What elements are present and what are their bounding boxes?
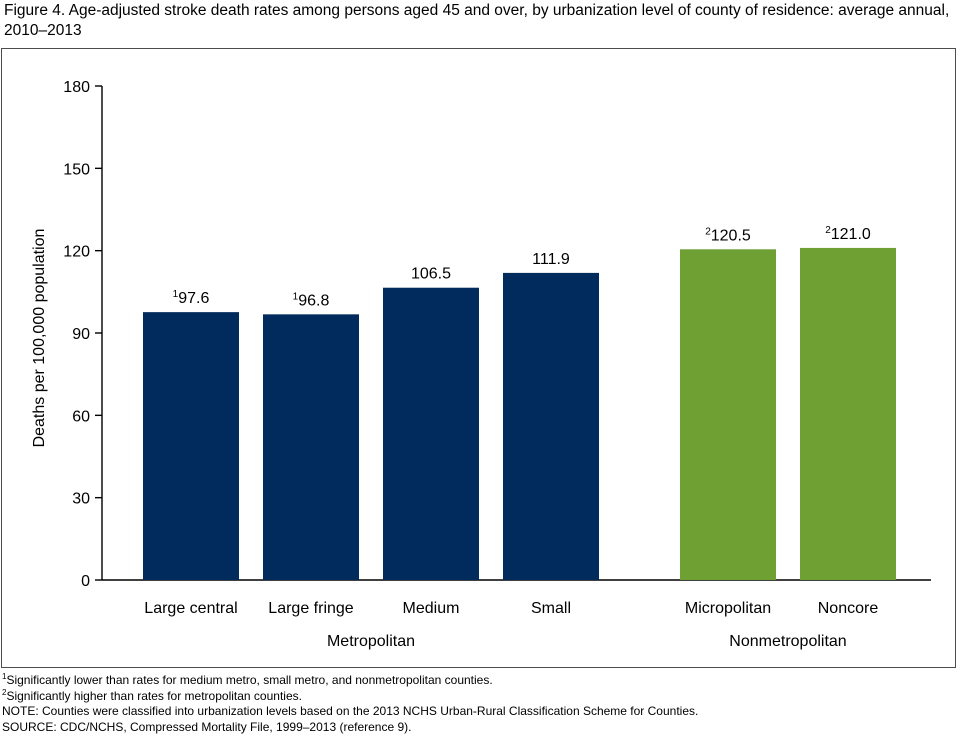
value-label: 111.9	[532, 251, 570, 268]
value-label: 197.6	[173, 289, 210, 307]
figure-title: Figure 4. Age-adjusted stroke death rate…	[4, 2, 950, 39]
bar-large-fringe	[263, 314, 359, 580]
value-label: 196.8	[293, 291, 330, 309]
category-label: Noncore	[818, 600, 879, 617]
bar-large-central	[143, 312, 239, 580]
footnote-mark: 1	[2, 672, 7, 681]
category-label: Medium	[403, 600, 460, 617]
y-tick-label: 90	[72, 326, 90, 343]
bar-medium	[383, 287, 479, 580]
bar-noncore	[800, 247, 896, 580]
y-tick-label: 30	[72, 491, 90, 508]
group-label-nonmetropolitan: Nonmetropolitan	[729, 633, 846, 650]
bar-small	[503, 272, 599, 580]
footnotes: 1Significantly lower than rates for medi…	[2, 673, 957, 735]
bar-micropolitan	[680, 249, 776, 581]
chart-frame: 0 30 60 90 120 150 180 Deaths per 100,000 popul…	[1, 48, 956, 668]
y-axis-title: Deaths per 100,000 population	[31, 229, 48, 448]
y-tick-label: 120	[63, 244, 90, 261]
y-tick-label: 150	[63, 161, 90, 178]
footnote-text: NOTE: Counties were classified into urba…	[2, 704, 699, 718]
category-label: Large central	[144, 600, 237, 617]
category-label: Micropolitan	[685, 600, 771, 617]
footnote-line: NOTE: Counties were classified into urba…	[2, 704, 957, 720]
footnote-line: 1Significantly lower than rates for medi…	[2, 673, 957, 689]
value-label: 2120.5	[705, 226, 751, 244]
category-label: Small	[531, 600, 571, 617]
group-label-metropolitan: Metropolitan	[327, 633, 415, 650]
value-label: 2121.0	[825, 225, 871, 243]
footnote-text: SOURCE: CDC/NCHS, Compressed Mortality F…	[2, 719, 412, 734]
y-tick-label: 180	[63, 79, 90, 96]
y-tick-label: 0	[81, 573, 90, 590]
footnote-text: Significantly higher than rates for metr…	[6, 688, 302, 703]
footnote-line: SOURCE: CDC/NCHS, Compressed Mortality F…	[2, 720, 957, 736]
bar-chart: 0 30 60 90 120 150 180 Deaths per 100,000 popul…	[31, 79, 931, 650]
footnote-line: 2Significantly higher than rates for met…	[2, 687, 957, 705]
category-label: Large fringe	[268, 600, 353, 617]
value-label: 106.5	[411, 266, 451, 283]
footnote-mark: 2	[2, 687, 7, 697]
y-tick-label: 60	[72, 408, 90, 425]
footnote-text: Significantly lower than rates for mediu…	[6, 673, 493, 687]
